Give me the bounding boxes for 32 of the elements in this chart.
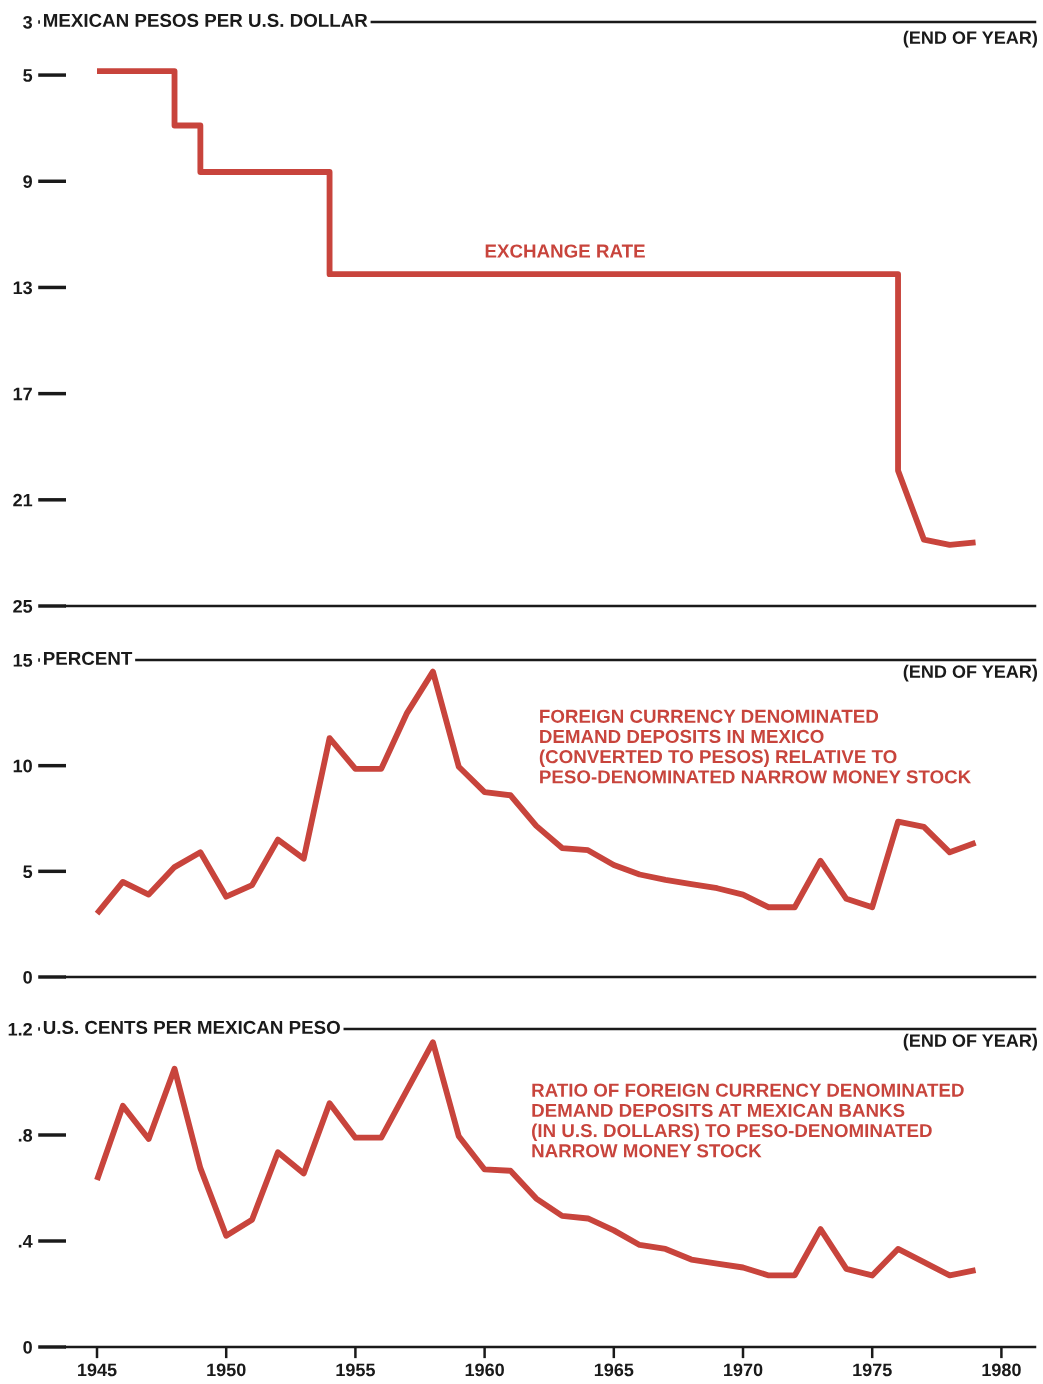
chart-title: U.S. CENTS PER MEXICAN PESO (43, 1020, 340, 1035)
annotation: (END OF YEAR) (903, 30, 1038, 48)
annotation: (END OF YEAR) (903, 664, 1038, 682)
y-tick-label: 5 (23, 69, 33, 82)
x-tick-label: 1945 (78, 1363, 117, 1377)
y-tick-label: 3 (23, 15, 33, 29)
y-tick-label: .4 (18, 1235, 33, 1248)
chart-title: PERCENT (44, 651, 133, 666)
y-tick-label: 13 (13, 281, 33, 295)
y-tick-label: 17 (13, 387, 32, 401)
x-tick-label: 1960 (465, 1363, 504, 1377)
y-tick-label: 9 (23, 175, 32, 188)
y-tick-label: 15 (13, 654, 33, 667)
y-tick-label: 5 (23, 865, 33, 879)
x-tick-label: 1975 (853, 1363, 892, 1377)
x-tick-label: 1970 (724, 1363, 763, 1377)
series-label: EXCHANGE RATE (485, 244, 645, 258)
y-tick-label: 0 (23, 970, 32, 984)
y-tick-label: 21 (13, 493, 33, 507)
y-tick-label: .8 (18, 1128, 33, 1142)
series-label: RATIO OF FOREIGN CURRENCY DENOMINATED DEMAND DEPOSITS AT MEXICAN BANKS (IN U.S. DOLLARS) TO PESO-DENOMINATED NARROW MONEY STOCK (532, 1083, 964, 1158)
annotation: (END OF YEAR) (903, 1033, 1038, 1051)
x-tick-label: 1965 (594, 1363, 634, 1377)
chart-title: MEXICAN PESOS PER U.S. DOLLAR (44, 13, 368, 28)
x-tick-label: 1950 (207, 1363, 246, 1377)
y-tick-label: 0 (23, 1340, 32, 1354)
x-tick-label: 1980 (982, 1363, 1021, 1377)
y-tick-label: 10 (13, 759, 32, 773)
y-tick-label: 1.2 (8, 1022, 32, 1036)
y-tick-label: 25 (13, 599, 33, 613)
x-tick-label: 1955 (336, 1363, 375, 1377)
series-label: FOREIGN CURRENCY DENOMINATED DEMAND DEPOSITS IN MEXICO (CONVERTED TO PESOS) RELATIVE TO PESO-DENOMINATED NARROW MONEY STOCK (539, 709, 972, 784)
